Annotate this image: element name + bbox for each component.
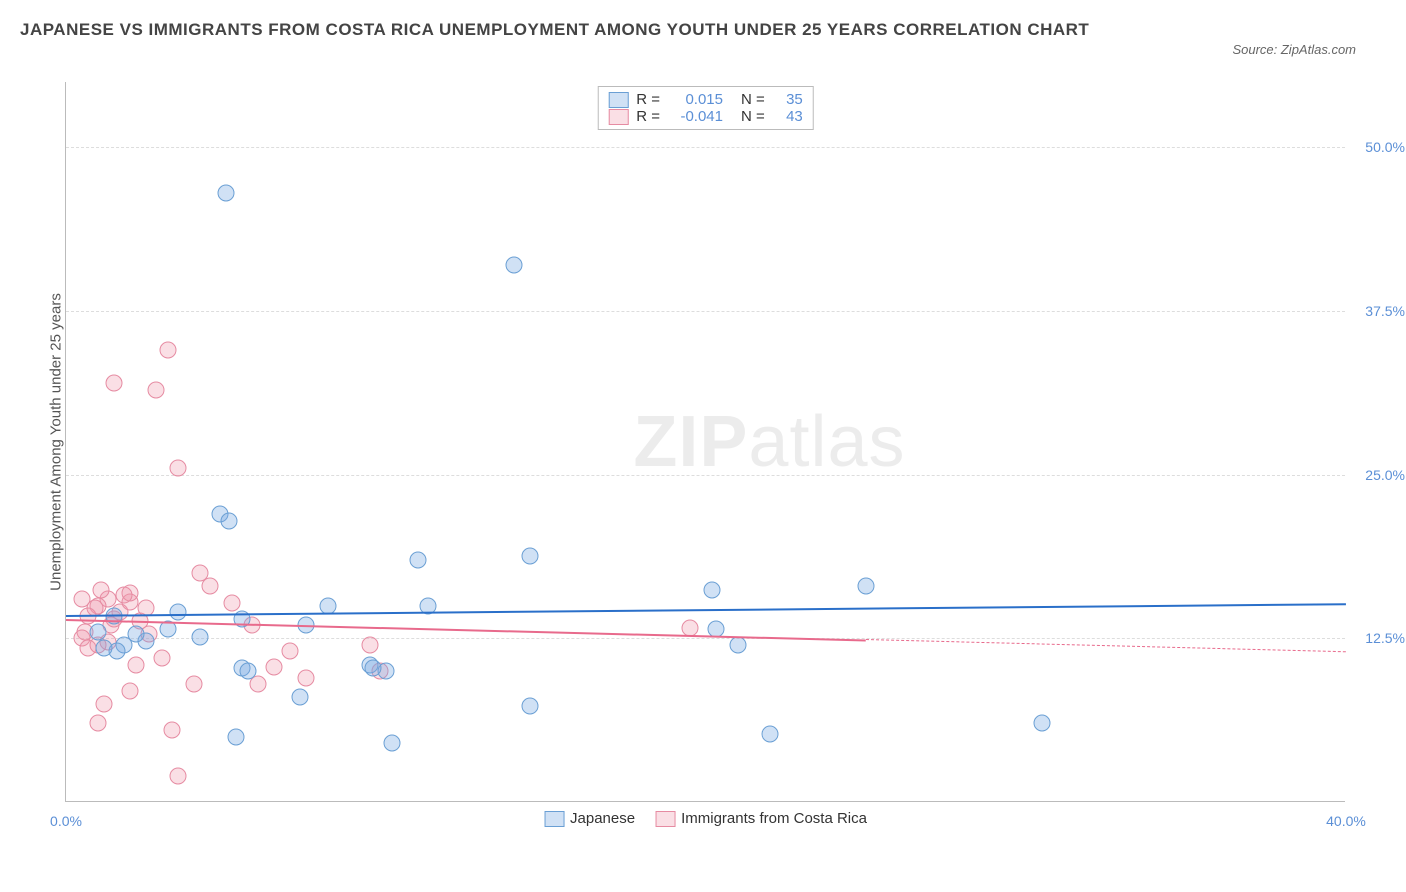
data-point — [128, 656, 145, 673]
grid-line — [66, 638, 1345, 639]
data-point — [218, 185, 235, 202]
data-point — [170, 767, 187, 784]
swatch-pink — [608, 109, 628, 125]
data-point — [362, 636, 379, 653]
data-point — [224, 595, 241, 612]
data-point — [163, 722, 180, 739]
y-tick-label: 37.5% — [1350, 303, 1405, 319]
legend-item-pink: Immigrants from Costa Rica — [655, 810, 867, 827]
data-point — [298, 669, 315, 686]
data-point — [170, 604, 187, 621]
data-point — [90, 623, 107, 640]
series-legend: Japanese Immigrants from Costa Rica — [544, 810, 867, 827]
data-point — [762, 725, 779, 742]
data-point — [282, 643, 299, 660]
data-point — [365, 660, 382, 677]
data-point — [227, 728, 244, 745]
grid-line — [66, 475, 1345, 476]
data-point — [858, 578, 875, 595]
legend-row-blue: R = 0.015 N = 35 — [608, 91, 803, 108]
data-point — [1034, 715, 1051, 732]
data-point — [266, 659, 283, 676]
data-point — [221, 512, 238, 529]
y-axis-label: Unemployment Among Youth under 25 years — [48, 293, 65, 591]
data-point — [122, 682, 139, 699]
legend-item-blue: Japanese — [544, 810, 635, 827]
data-point — [730, 636, 747, 653]
swatch-pink-2 — [655, 811, 675, 827]
data-point — [202, 578, 219, 595]
data-point — [93, 581, 110, 598]
data-point — [115, 587, 132, 604]
data-point — [410, 551, 427, 568]
source-label: Source: ZipAtlas.com — [1232, 42, 1356, 57]
data-point — [106, 375, 123, 392]
data-point — [506, 257, 523, 274]
plot-area: ZIPatlas Unemployment Among Youth under … — [65, 82, 1345, 802]
grid-line — [66, 311, 1345, 312]
legend-row-pink: R = -0.041 N = 43 — [608, 108, 803, 125]
grid-line — [66, 147, 1345, 148]
swatch-blue-2 — [544, 811, 564, 827]
data-point — [160, 342, 177, 359]
data-point — [291, 689, 308, 706]
data-point — [74, 591, 91, 608]
y-tick-label: 12.5% — [1350, 630, 1405, 646]
data-point — [90, 715, 107, 732]
watermark: ZIPatlas — [633, 401, 905, 483]
data-point — [96, 639, 113, 656]
data-point — [522, 547, 539, 564]
trend-line — [866, 639, 1346, 652]
data-point — [192, 629, 209, 646]
data-point — [240, 663, 257, 680]
data-point — [384, 735, 401, 752]
data-point — [522, 698, 539, 715]
x-tick-label: 40.0% — [1326, 813, 1366, 829]
data-point — [96, 695, 113, 712]
data-point — [186, 676, 203, 693]
swatch-blue — [608, 92, 628, 108]
y-tick-label: 50.0% — [1350, 139, 1405, 155]
data-point — [170, 460, 187, 477]
trend-line — [66, 603, 1346, 617]
data-point — [704, 581, 721, 598]
chart-container: JAPANESE VS IMMIGRANTS FROM COSTA RICA U… — [20, 20, 1386, 872]
data-point — [147, 381, 164, 398]
chart-title: JAPANESE VS IMMIGRANTS FROM COSTA RICA U… — [20, 20, 1386, 40]
y-tick-label: 25.0% — [1350, 467, 1405, 483]
x-tick-label: 0.0% — [50, 813, 82, 829]
correlation-legend: R = 0.015 N = 35 R = -0.041 N = 43 — [597, 86, 814, 130]
data-point — [154, 650, 171, 667]
